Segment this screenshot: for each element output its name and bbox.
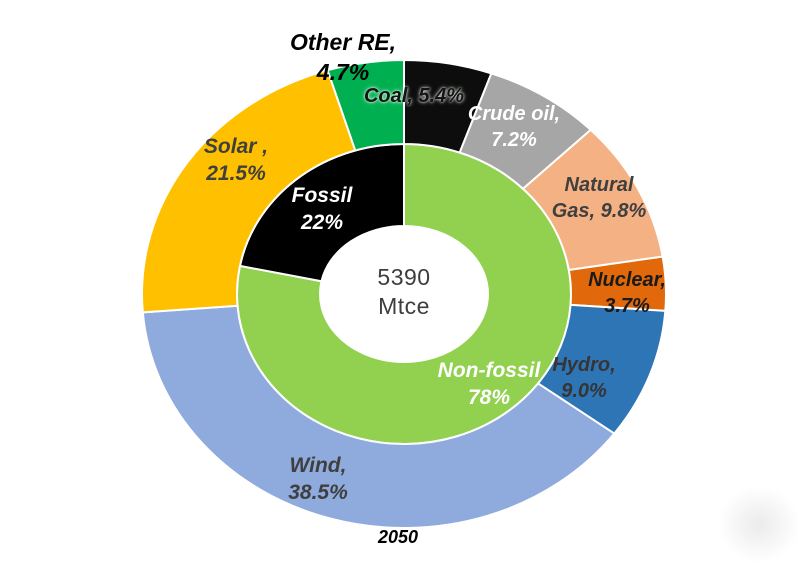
label-fossil-name: Fossil [291,184,353,207]
donut-rings [141,59,667,529]
label-hydro: Hydro, 9.0% [552,352,615,404]
label-natural-gas-name: Natural [564,174,634,196]
label-crude-oil: Crude oil, 7.2% [468,101,560,153]
label-nuclear-value: 3.7% [604,295,650,317]
label-solar: Solar , 21.5% [204,133,268,188]
label-solar-value: 21.5% [206,162,266,186]
label-non-fossil: Non-fossil 78% [438,357,541,412]
label-natural-gas-value: Gas, 9.8% [551,200,647,222]
year-text: 2050 [377,527,419,547]
segment-other-re [326,59,405,152]
watermark-smudge [718,486,800,563]
label-coal-text: Coal, 5.4% [363,85,465,107]
center-total-unit: Mtce [378,292,430,319]
label-non-fossil-value: 78% [467,386,511,410]
label-coal: Coal, 5.4% [364,83,464,109]
segment-wind [141,304,616,529]
label-wind: Wind, 38.5% [288,452,348,507]
label-wind-value: 38.5% [288,481,348,505]
label-solar-name: Solar , [203,135,269,158]
label-hydro-value: 9.0% [561,380,607,402]
label-crude-oil-value: 7.2% [491,129,537,151]
label-nuclear-name: Nuclear, [588,269,666,291]
label-non-fossil-name: Non-fossil [437,359,541,382]
label-other-re-name: Other RE, [289,29,397,55]
center-total-value: 5390 [377,264,431,290]
label-other-re: Other RE, 4.7% [290,28,396,88]
center-total-label: 5390 Mtce [377,263,430,321]
label-fossil: Fossil 22% [292,182,353,237]
label-wind-name: Wind, [289,454,347,477]
label-other-re-value: 4.7% [316,58,370,85]
label-hydro-name: Hydro, [552,354,616,376]
label-nuclear: Nuclear, 3.7% [588,267,666,319]
segment-solar [141,69,357,314]
label-natural-gas: Natural Gas, 9.8% [552,172,647,224]
label-fossil-value: 22% [300,211,344,235]
year-label: 2050 [378,526,418,549]
label-crude-oil-name: Crude oil, [467,103,561,125]
